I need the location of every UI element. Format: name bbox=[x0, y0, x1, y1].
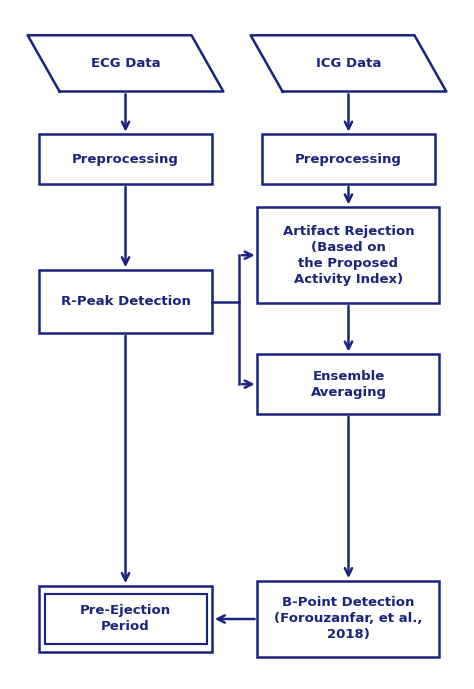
Text: Preprocessing: Preprocessing bbox=[72, 153, 179, 166]
Text: ICG Data: ICG Data bbox=[316, 57, 381, 70]
FancyBboxPatch shape bbox=[39, 270, 212, 333]
Text: Ensemble
Averaging: Ensemble Averaging bbox=[310, 370, 386, 399]
Text: Artifact Rejection
(Based on
the Proposed
Activity Index): Artifact Rejection (Based on the Propose… bbox=[283, 225, 414, 286]
FancyBboxPatch shape bbox=[257, 207, 439, 303]
Text: R-Peak Detection: R-Peak Detection bbox=[61, 295, 191, 308]
Text: ECG Data: ECG Data bbox=[91, 57, 160, 70]
Text: Pre-Ejection
Period: Pre-Ejection Period bbox=[80, 604, 171, 633]
Polygon shape bbox=[251, 35, 447, 92]
FancyBboxPatch shape bbox=[39, 134, 212, 184]
FancyBboxPatch shape bbox=[257, 581, 439, 657]
FancyBboxPatch shape bbox=[39, 586, 212, 652]
Polygon shape bbox=[27, 35, 223, 92]
FancyBboxPatch shape bbox=[257, 354, 439, 414]
FancyBboxPatch shape bbox=[262, 134, 435, 184]
Text: B-Point Detection
(Forouzanfar, et al.,
2018): B-Point Detection (Forouzanfar, et al., … bbox=[274, 597, 423, 641]
Text: Preprocessing: Preprocessing bbox=[295, 153, 402, 166]
